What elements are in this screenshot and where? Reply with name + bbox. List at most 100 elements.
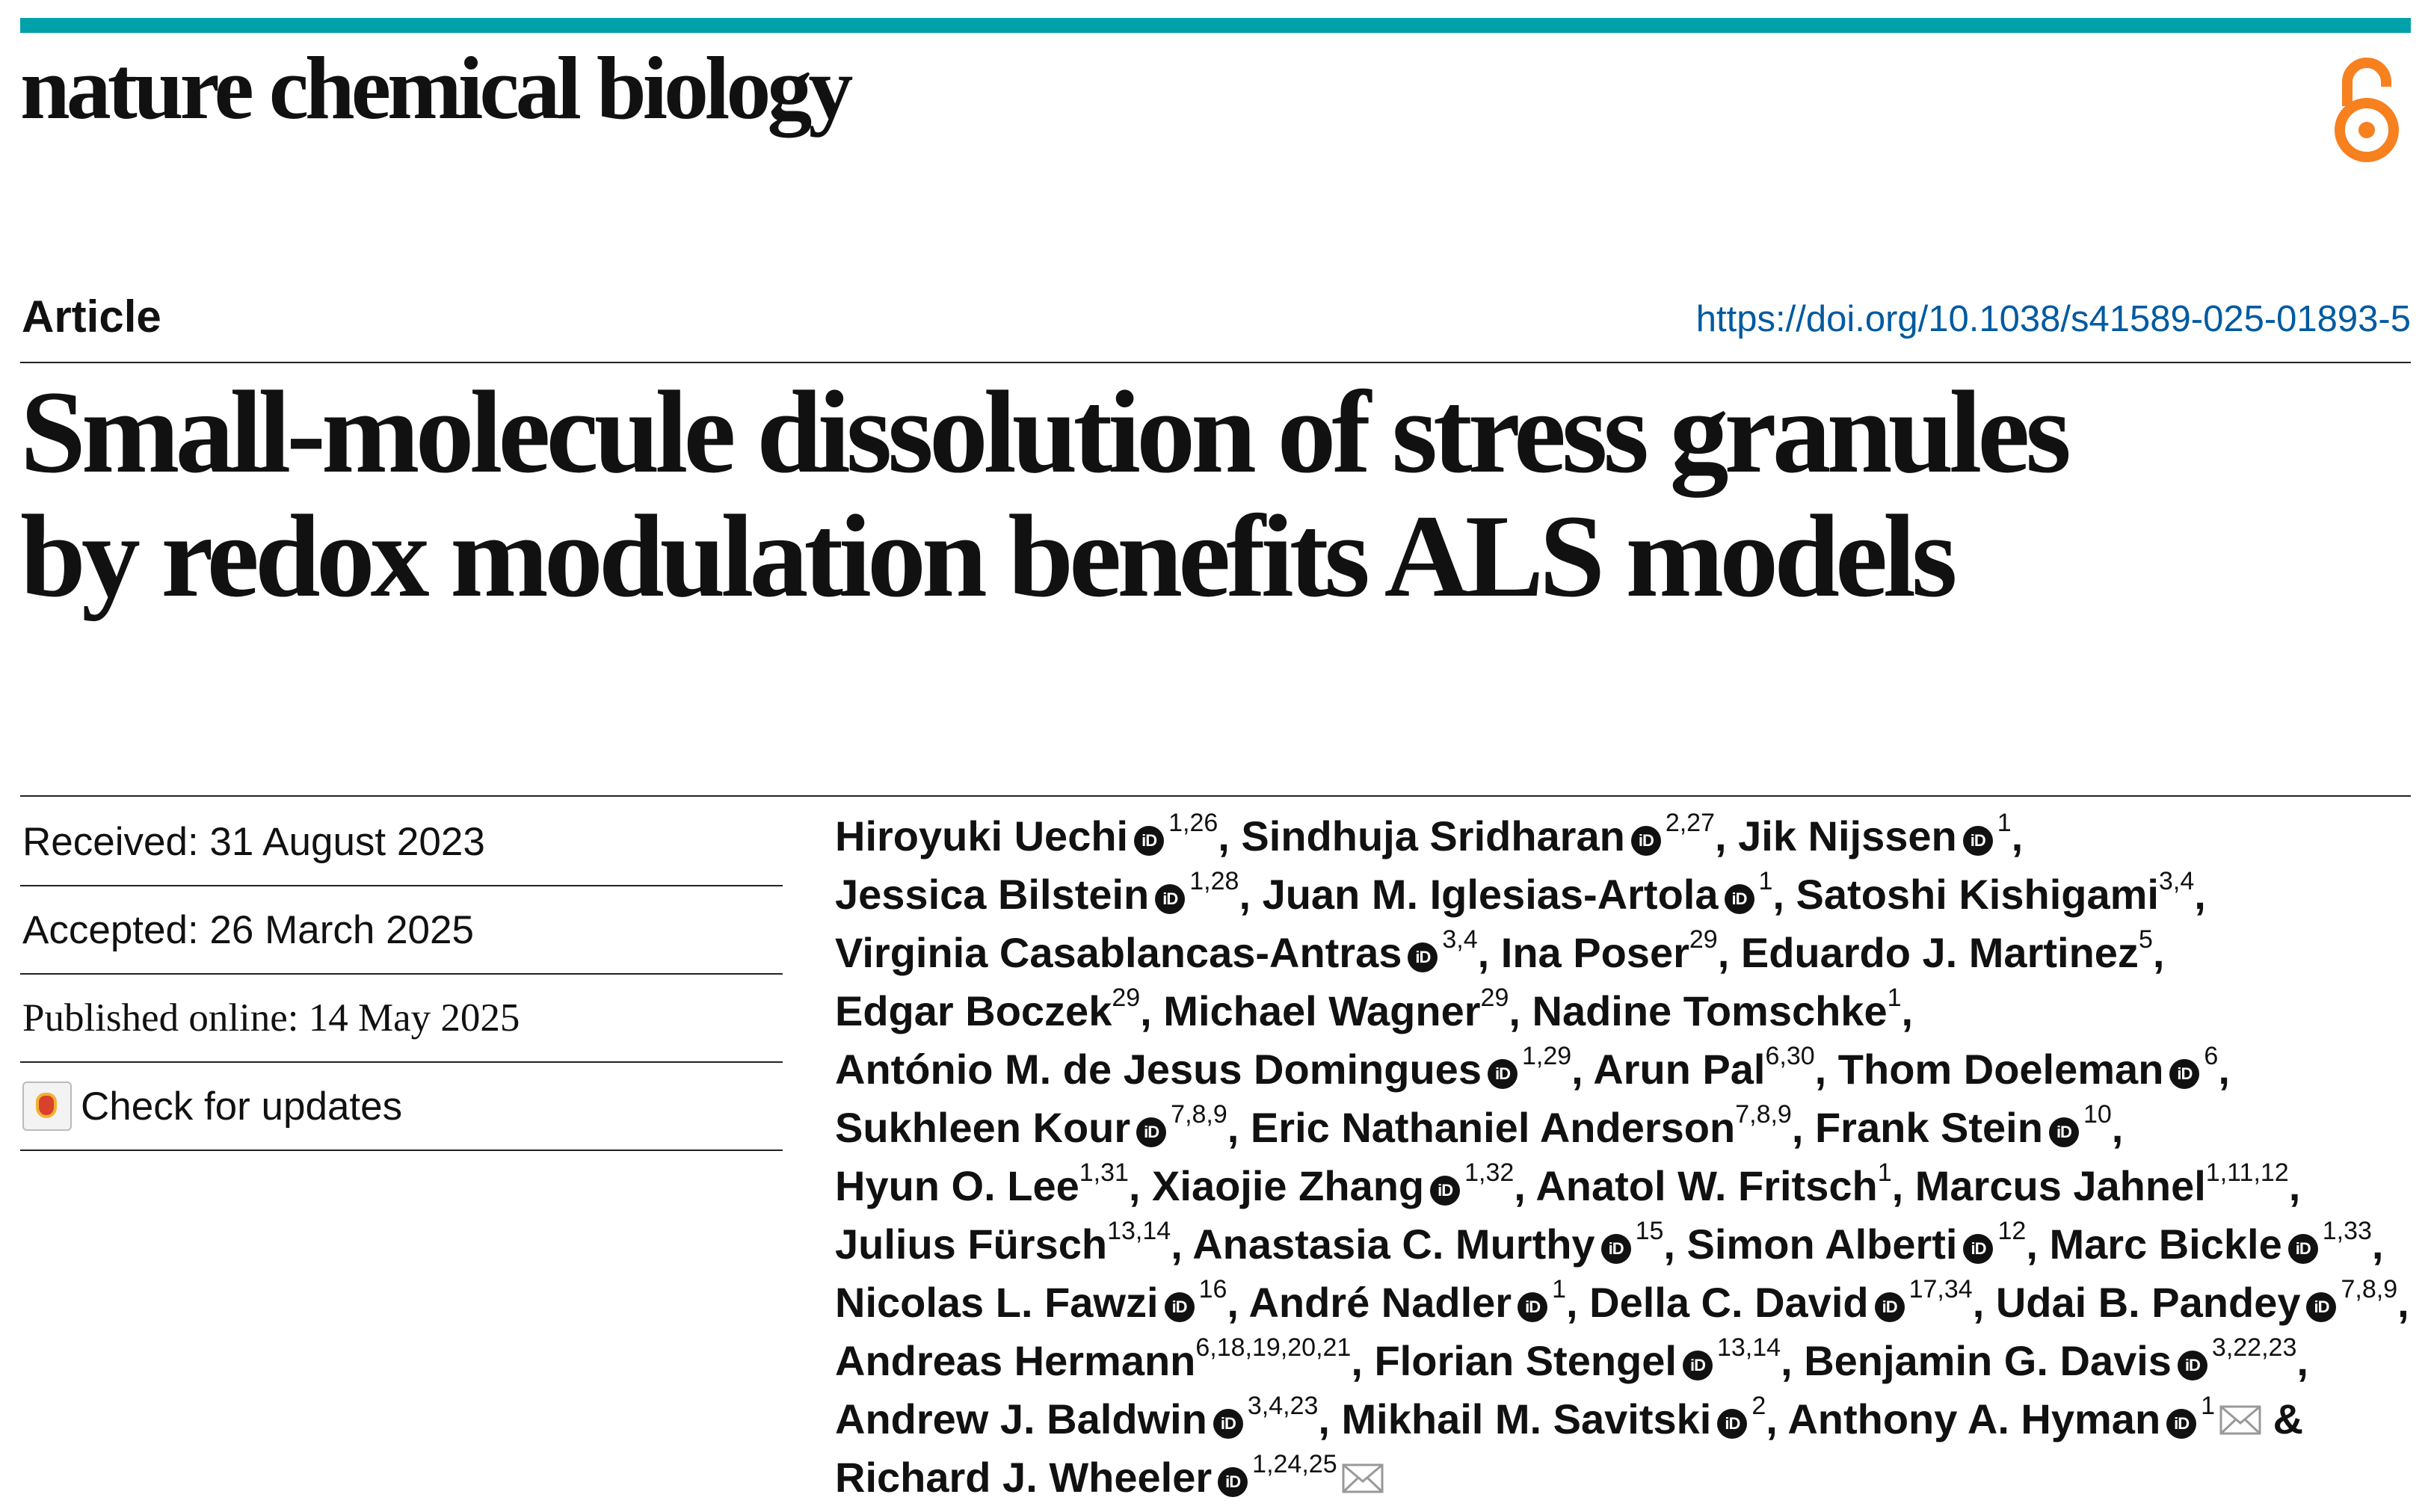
orcid-icon[interactable]: iD bbox=[1518, 1292, 1548, 1322]
author-name[interactable]: Eduardo J. Martinez bbox=[1740, 929, 2139, 976]
affiliation-superscript: 1,26 bbox=[1168, 809, 1218, 837]
author-list: Hiroyuki Uechi iD1,26, Sindhuja Sridharan… bbox=[835, 807, 2412, 1507]
author-entry: Jessica Bilstein iD1,28 bbox=[835, 868, 1239, 918]
author-name[interactable]: Virginia Casablancas-Antras bbox=[835, 929, 1402, 976]
author-name[interactable]: Jessica Bilstein bbox=[835, 871, 1150, 918]
doi-link[interactable]: https://doi.org/10.1038/s41589-025-01893… bbox=[1695, 299, 2411, 339]
author-entry: Eric Nathaniel Anderson7,8,9 bbox=[1250, 1102, 1792, 1151]
author-name[interactable]: Sindhuja Sridharan bbox=[1241, 812, 1625, 860]
orcid-icon[interactable]: iD bbox=[1717, 1409, 1748, 1439]
orcid-icon[interactable]: iD bbox=[1724, 884, 1754, 914]
author-name[interactable]: Anatol W. Fritsch bbox=[1535, 1162, 1878, 1209]
orcid-icon[interactable]: iD bbox=[1134, 826, 1165, 856]
orcid-icon[interactable]: iD bbox=[1430, 1176, 1461, 1206]
article-type-label: Article bbox=[22, 291, 161, 342]
orcid-icon[interactable]: iD bbox=[2306, 1292, 2337, 1322]
author-name[interactable]: Marc Bickle bbox=[2049, 1221, 2282, 1268]
author-separator: , bbox=[1772, 871, 1796, 918]
author-name[interactable]: Mikhail M. Savitski bbox=[1341, 1395, 1712, 1442]
author-separator: , bbox=[1781, 1337, 1805, 1384]
author-entry: Juan M. Iglesias-Artola iD1 bbox=[1262, 868, 1773, 918]
affiliation-superscript: 1 bbox=[2201, 1392, 2216, 1420]
author-entry: Julius Fürsch13,14 bbox=[835, 1218, 1171, 1268]
author-name[interactable]: Ina Poser bbox=[1500, 929, 1689, 976]
author-entry: Ina Poser29 bbox=[1500, 927, 1718, 976]
author-name[interactable]: Florian Stengel bbox=[1374, 1337, 1677, 1384]
author-name[interactable]: Marcus Jahnel bbox=[1914, 1162, 2206, 1209]
author-name[interactable]: António M. de Jesus Domingues bbox=[835, 1046, 1482, 1093]
author-entry: Sindhuja Sridharan iD2,27 bbox=[1241, 809, 1716, 860]
orcid-icon[interactable]: iD bbox=[1408, 942, 1438, 972]
orcid-icon[interactable]: iD bbox=[1874, 1292, 1905, 1322]
orcid-icon[interactable]: iD bbox=[2177, 1351, 2207, 1380]
author-name[interactable]: Andreas Hermann bbox=[835, 1337, 1196, 1384]
author-name[interactable]: Hyun O. Lee bbox=[835, 1162, 1079, 1209]
orcid-icon[interactable]: iD bbox=[1213, 1409, 1243, 1439]
orcid-icon[interactable]: iD bbox=[2048, 1117, 2079, 1147]
orcid-icon[interactable]: iD bbox=[1136, 1117, 1167, 1147]
affiliation-superscript: 2,27 bbox=[1665, 809, 1716, 837]
author-name[interactable]: Thom Doeleman bbox=[1837, 1046, 2164, 1093]
author-name[interactable]: Jik Nijssen bbox=[1738, 812, 1957, 860]
author-name[interactable]: Edgar Boczek bbox=[835, 987, 1112, 1034]
author-name[interactable]: Andrew J. Baldwin bbox=[835, 1395, 1207, 1442]
author-name[interactable]: Simon Alberti bbox=[1686, 1221, 1958, 1268]
author-name[interactable]: Satoshi Kishigami bbox=[1796, 871, 2159, 918]
author-name[interactable]: Benjamin G. Davis bbox=[1804, 1337, 2172, 1384]
author-separator: , bbox=[1227, 1104, 1251, 1151]
affiliation-superscript: 6 bbox=[2204, 1042, 2219, 1070]
affiliation-superscript: 1,11,12 bbox=[2205, 1158, 2289, 1187]
author-name[interactable]: Michael Wagner bbox=[1163, 987, 1481, 1034]
orcid-icon[interactable]: iD bbox=[2169, 1059, 2200, 1089]
title-line-1: Small-molecule dissolution of stress gra… bbox=[20, 367, 2071, 498]
author-entry: Thom Doeleman iD6 bbox=[1837, 1043, 2219, 1093]
check-for-updates-label: Check for updates bbox=[81, 1084, 403, 1129]
author-separator: , bbox=[2218, 1046, 2230, 1093]
author-name[interactable]: Richard J. Wheeler bbox=[835, 1454, 1213, 1501]
orcid-icon[interactable]: iD bbox=[1155, 884, 1186, 914]
author-line: Jessica Bilstein iD1,28, Juan M. Iglesias… bbox=[835, 865, 2412, 924]
author-name[interactable]: Julius Fürsch bbox=[835, 1221, 1108, 1268]
orcid-icon[interactable]: iD bbox=[1218, 1467, 1248, 1497]
author-name[interactable]: André Nadler bbox=[1248, 1279, 1512, 1326]
author-name[interactable]: Arun Pal bbox=[1593, 1046, 1766, 1093]
orcid-icon[interactable]: iD bbox=[1962, 826, 1993, 856]
author-name[interactable]: Juan M. Iglesias-Artola bbox=[1262, 871, 1719, 918]
orcid-icon[interactable]: iD bbox=[2166, 1409, 2197, 1439]
orcid-icon[interactable]: iD bbox=[1487, 1059, 1518, 1089]
author-name[interactable]: Anthony A. Hyman bbox=[1787, 1395, 2161, 1442]
author-name[interactable]: Sukhleen Kour bbox=[835, 1104, 1131, 1151]
orcid-icon[interactable]: iD bbox=[1600, 1234, 1631, 1264]
author-entry: Anastasia C. Murthy iD15 bbox=[1192, 1218, 1663, 1268]
affiliation-superscript: 1,29 bbox=[1521, 1042, 1572, 1070]
envelope-icon[interactable] bbox=[1342, 1450, 1384, 1493]
author-name[interactable]: Eric Nathaniel Anderson bbox=[1250, 1104, 1736, 1151]
orcid-icon[interactable]: iD bbox=[1630, 826, 1661, 856]
orcid-icon[interactable]: iD bbox=[1682, 1351, 1713, 1380]
author-name[interactable]: Hiroyuki Uechi bbox=[835, 812, 1129, 860]
affiliation-superscript: 3,4 bbox=[1442, 925, 1478, 954]
author-entry: Edgar Boczek29 bbox=[835, 985, 1140, 1034]
author-entry: Hyun O. Lee1,31 bbox=[835, 1160, 1129, 1209]
envelope-icon[interactable] bbox=[2219, 1392, 2261, 1435]
author-name[interactable]: Nicolas L. Fawzi bbox=[835, 1279, 1159, 1326]
author-name[interactable]: Frank Stein bbox=[1814, 1104, 2043, 1151]
author-separator: , bbox=[1351, 1337, 1375, 1384]
author-name[interactable]: Nadine Tomschke bbox=[1532, 987, 1888, 1034]
check-for-updates-button[interactable]: Check for updates bbox=[20, 1063, 783, 1151]
journal-name[interactable]: nature chemical biology bbox=[20, 38, 853, 138]
author-line: Nicolas L. Fawzi iD16, André Nadler iD1, D… bbox=[835, 1274, 2412, 1332]
orcid-icon[interactable]: iD bbox=[2287, 1234, 2318, 1264]
author-name[interactable]: Anastasia C. Murthy bbox=[1192, 1221, 1595, 1268]
author-name[interactable]: Xiaojie Zhang bbox=[1152, 1162, 1425, 1209]
author-separator: , bbox=[1128, 1162, 1153, 1209]
affiliation-superscript: 13,14 bbox=[1716, 1333, 1781, 1362]
orcid-icon[interactable]: iD bbox=[1164, 1292, 1195, 1322]
author-name[interactable]: Udai B. Pandey bbox=[1995, 1279, 2301, 1326]
author-line: Richard J. Wheeler iD1,24,25 bbox=[835, 1448, 2412, 1507]
author-entry: Andrew J. Baldwin iD3,4,23 bbox=[835, 1393, 1318, 1442]
orcid-icon[interactable]: iD bbox=[1963, 1234, 1994, 1264]
author-separator: , bbox=[1891, 1162, 1915, 1209]
affiliation-superscript: 1 bbox=[1997, 809, 2012, 837]
author-name[interactable]: Della C. David bbox=[1589, 1279, 1869, 1326]
